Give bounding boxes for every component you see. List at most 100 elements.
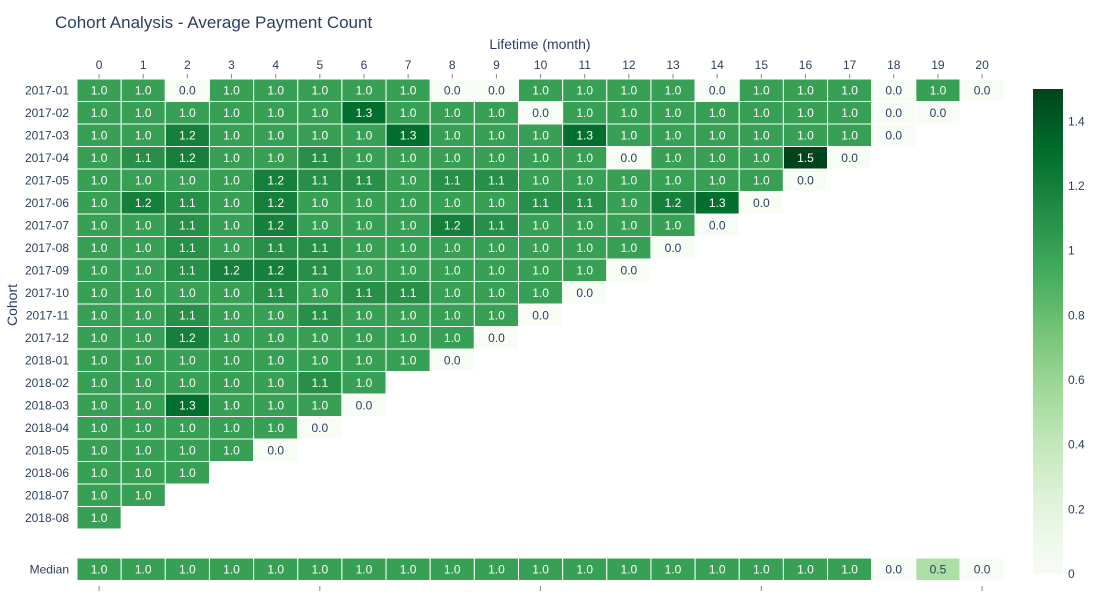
cell-value-label: 0.0 [709,83,726,97]
cell-value-label: 1.0 [267,106,284,120]
cell-value-label: 1.0 [444,263,461,277]
cell-value-label: 1.0 [532,83,549,97]
heatmap-cell [164,461,210,485]
cell-value-label: 1.0 [135,173,152,187]
cell-value-label: 1.0 [223,196,240,210]
cell-value-label: 1.1 [267,241,284,255]
heatmap-cell [606,258,652,282]
cell-value-label: 1.0 [665,151,682,165]
cell-value-label: 1.0 [311,83,328,97]
cell-value-label: 0.0 [621,151,638,165]
cell-value-label: 1.0 [267,398,284,412]
y-tick-label: 2018-08 [25,511,69,525]
cell-value-label: 1.0 [444,151,461,165]
cell-value-label: 1.2 [444,218,461,232]
cell-value-label: 1.0 [488,241,505,255]
cell-value-label: 1.0 [400,83,417,97]
median-value-label: 1.0 [488,562,505,576]
cell-value-label: 1.0 [797,83,814,97]
cell-value-label: 1.1 [267,286,284,300]
x-tick-label: 19 [931,58,945,72]
y-tick-label: 2017-03 [25,128,69,142]
cell-value-label: 1.0 [709,151,726,165]
median-cell [959,557,1005,581]
cell-value-label: 1.0 [400,196,417,210]
cell-value-label: 1.0 [665,128,682,142]
cell-value-label: 1.0 [179,106,196,120]
cell-value-label: 1.1 [311,308,328,322]
cell-value-label: 1.0 [532,128,549,142]
x-tick-label: 13 [666,58,680,72]
cell-value-label: 1.0 [753,128,770,142]
x-tick-label: 15 [755,58,769,72]
cell-value-label: 1.0 [621,196,638,210]
median-value-label: 1.0 [709,562,726,576]
cell-value-label: 1.0 [179,376,196,390]
cell-value-label: 1.0 [223,83,240,97]
x-tick-label: 17 [843,58,857,72]
cell-value-label: 1.1 [311,263,328,277]
cell-value-label: 1.0 [135,331,152,345]
heatmap-cell [297,416,343,440]
cell-value-label: 1.0 [91,443,108,457]
cell-value-label: 1.0 [930,83,947,97]
cell-value-label: 1.0 [753,106,770,120]
cell-value-label: 1.0 [444,331,461,345]
cell-value-label: 1.0 [400,353,417,367]
cell-value-label: 0.0 [444,83,461,97]
y-tick-label: 2017-05 [25,173,69,187]
cell-value-label: 1.0 [91,196,108,210]
cell-value-label: 1.0 [665,83,682,97]
cell-value-label: 0.0 [885,106,902,120]
cell-value-label: 0.0 [576,286,593,300]
cell-value-label: 1.0 [576,263,593,277]
median-label: Median [30,562,69,576]
cell-value-label: 1.0 [135,308,152,322]
cell-value-label: 0.0 [179,83,196,97]
cell-value-label: 1.0 [532,151,549,165]
cell-value-label: 1.0 [179,173,196,187]
cell-value-label: 1.0 [488,151,505,165]
median-value-label: 1.0 [753,562,770,576]
x-axis-title: Lifetime (month) [489,36,591,52]
colorbar-tick-label: 1 [1068,244,1075,258]
x-tick-label: 12 [622,58,636,72]
cell-value-label: 1.0 [797,106,814,120]
cell-value-label: 1.0 [311,331,328,345]
cell-value-label: 1.0 [223,443,240,457]
cell-value-label: 1.2 [665,196,682,210]
cell-value-label: 1.0 [135,106,152,120]
cell-value-label: 1.0 [576,218,593,232]
cell-value-label: 1.0 [91,488,108,502]
cell-value-label: 1.2 [179,128,196,142]
cell-value-label: 1.0 [311,398,328,412]
heatmap-cell [827,146,873,170]
cell-value-label: 1.0 [91,331,108,345]
cell-value-label: 1.2 [135,196,152,210]
median-value-label: 0.5 [930,562,947,576]
cell-value-label: 1.0 [91,421,108,435]
cell-value-label: 0.0 [930,106,947,120]
median-value-label: 1.0 [841,562,858,576]
x-tick-label: 1 [140,58,147,72]
y-tick-label: 2017-04 [25,151,69,165]
cell-value-label: 1.0 [753,83,770,97]
cell-value-label: 1.0 [223,421,240,435]
cell-value-label: 1.0 [223,128,240,142]
median-value-label: 1.0 [797,562,814,576]
cell-value-label: 1.2 [267,196,284,210]
colorbar-tick-label: 1.2 [1068,179,1085,193]
cell-value-label: 1.0 [91,286,108,300]
cell-value-label: 1.0 [488,106,505,120]
cell-value-label: 1.1 [400,286,417,300]
cell-value-label: 1.2 [223,263,240,277]
cell-value-label: 0.0 [841,151,858,165]
median-value-label: 1.0 [267,562,284,576]
cell-value-label: 1.1 [444,173,461,187]
y-tick-label: 2017-11 [26,308,69,322]
y-tick-label: 2017-02 [25,106,69,120]
median-value-label: 1.0 [179,562,196,576]
cell-value-label: 1.0 [223,218,240,232]
heatmap-cell [473,326,520,350]
